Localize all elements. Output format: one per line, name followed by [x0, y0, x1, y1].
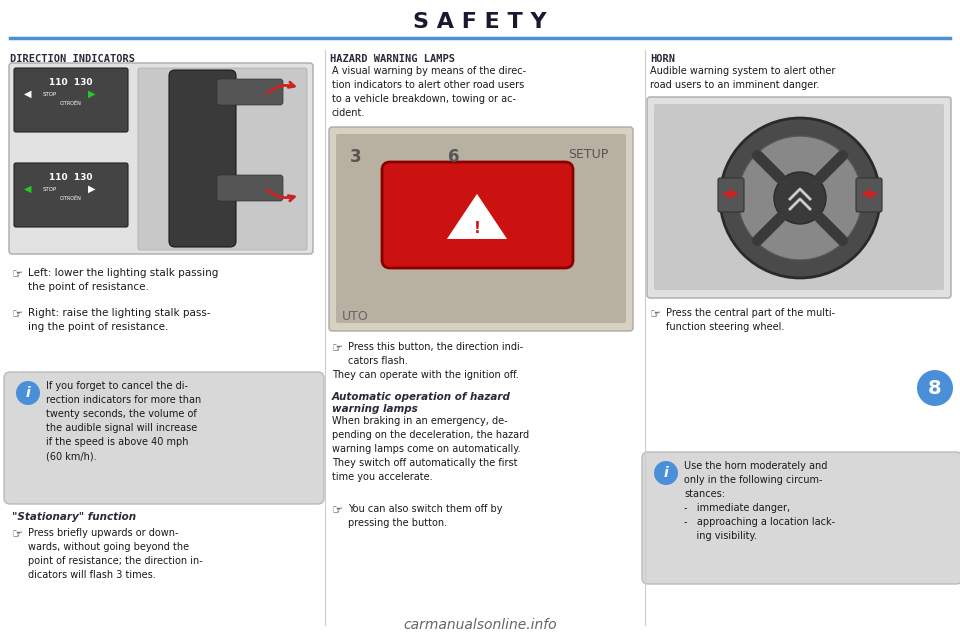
Text: ☞: ☞: [332, 342, 344, 355]
Text: ◀: ◀: [24, 89, 32, 99]
Circle shape: [917, 370, 953, 406]
Text: ☞: ☞: [12, 308, 23, 321]
Circle shape: [720, 118, 880, 278]
Text: You can also switch them off by
pressing the button.: You can also switch them off by pressing…: [348, 504, 502, 528]
Text: 6: 6: [448, 148, 460, 166]
Text: Use the horn moderately and
only in the following circum-
stances:
-   immediate: Use the horn moderately and only in the …: [684, 461, 835, 541]
Text: Press this button, the direction indi-
cators flash.: Press this button, the direction indi- c…: [348, 342, 523, 366]
FancyBboxPatch shape: [329, 127, 633, 331]
FancyBboxPatch shape: [14, 163, 128, 227]
FancyBboxPatch shape: [4, 372, 324, 504]
Circle shape: [738, 136, 862, 260]
Text: carmanualsonline.info: carmanualsonline.info: [403, 618, 557, 632]
Text: DIRECTION INDICATORS: DIRECTION INDICATORS: [10, 54, 135, 64]
Circle shape: [774, 172, 826, 224]
Text: ▶: ▶: [88, 184, 96, 194]
Circle shape: [16, 381, 40, 405]
Text: S A F E T Y: S A F E T Y: [413, 12, 547, 32]
Text: 3: 3: [350, 148, 362, 166]
Text: i: i: [663, 466, 668, 480]
Polygon shape: [445, 192, 509, 240]
Text: When braking in an emergency, de-
pending on the deceleration, the hazard
warnin: When braking in an emergency, de- pendin…: [332, 416, 529, 482]
FancyBboxPatch shape: [14, 68, 128, 132]
Text: STOP: STOP: [43, 186, 58, 191]
Text: HORN: HORN: [650, 54, 675, 64]
Circle shape: [654, 461, 678, 485]
FancyBboxPatch shape: [217, 175, 283, 201]
Text: i: i: [26, 386, 31, 400]
Text: !: !: [473, 221, 480, 236]
Text: "Stationary" function: "Stationary" function: [12, 512, 136, 522]
Text: Automatic operation of hazard
warning lamps: Automatic operation of hazard warning la…: [332, 392, 511, 413]
Text: ☞: ☞: [12, 268, 23, 281]
Text: SETUP: SETUP: [568, 148, 609, 161]
Text: Press briefly upwards or down-
wards, without going beyond the
point of resistan: Press briefly upwards or down- wards, wi…: [28, 528, 203, 580]
Text: ◀: ◀: [24, 184, 32, 194]
FancyBboxPatch shape: [217, 79, 283, 105]
Text: STOP: STOP: [43, 92, 58, 97]
FancyBboxPatch shape: [647, 97, 951, 298]
FancyBboxPatch shape: [718, 178, 744, 212]
Text: A visual warning by means of the direc-
tion indicators to alert other road user: A visual warning by means of the direc- …: [332, 66, 526, 118]
FancyBboxPatch shape: [138, 68, 307, 250]
Text: ☞: ☞: [650, 308, 661, 321]
Text: Press the central part of the multi-
function steering wheel.: Press the central part of the multi- fun…: [666, 308, 835, 332]
FancyBboxPatch shape: [382, 162, 573, 268]
Text: ☞: ☞: [12, 528, 23, 541]
FancyBboxPatch shape: [9, 63, 313, 254]
Text: They can operate with the ignition off.: They can operate with the ignition off.: [332, 370, 518, 380]
FancyBboxPatch shape: [336, 134, 626, 323]
Text: ☞: ☞: [332, 504, 344, 517]
Text: HAZARD WARNING LAMPS: HAZARD WARNING LAMPS: [330, 54, 455, 64]
Text: 8: 8: [928, 378, 942, 397]
Text: CITROËN: CITROËN: [60, 100, 82, 106]
Text: Right: raise the lighting stalk pass-
ing the point of resistance.: Right: raise the lighting stalk pass- in…: [28, 308, 210, 332]
FancyBboxPatch shape: [169, 70, 236, 247]
Text: UTO: UTO: [342, 310, 369, 323]
Text: ▶: ▶: [88, 89, 96, 99]
Text: 110  130: 110 130: [49, 77, 93, 86]
Text: 110  130: 110 130: [49, 173, 93, 182]
Text: If you forget to cancel the di-
rection indicators for more than
twenty seconds,: If you forget to cancel the di- rection …: [46, 381, 202, 461]
FancyBboxPatch shape: [654, 104, 944, 290]
FancyBboxPatch shape: [856, 178, 882, 212]
Text: CITROËN: CITROËN: [60, 195, 82, 200]
Text: Left: lower the lighting stalk passing
the point of resistance.: Left: lower the lighting stalk passing t…: [28, 268, 218, 292]
FancyBboxPatch shape: [642, 452, 960, 584]
Text: Audible warning system to alert other
road users to an imminent danger.: Audible warning system to alert other ro…: [650, 66, 835, 90]
